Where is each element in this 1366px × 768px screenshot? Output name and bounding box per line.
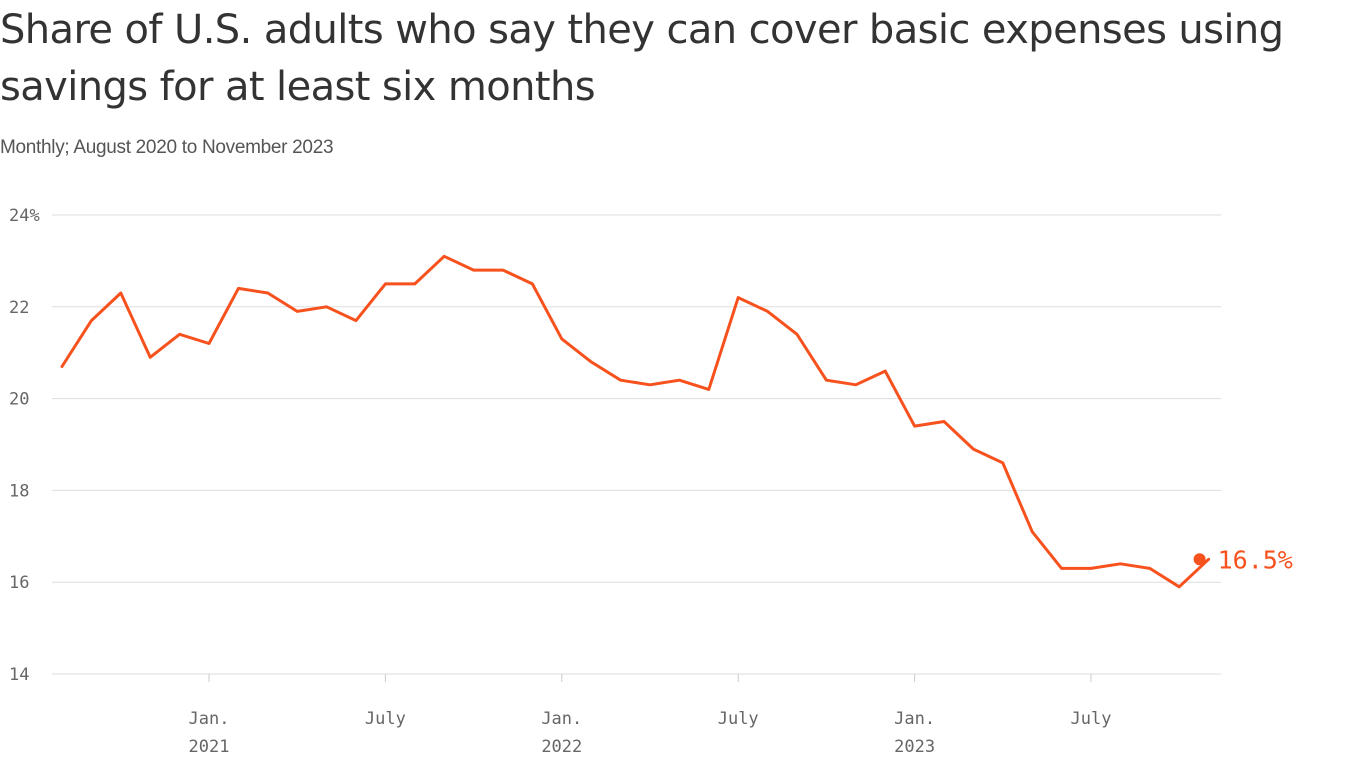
y-tick-label: 24% [9, 206, 40, 226]
x-tick-label: Jan. [189, 709, 230, 729]
x-tick-label: Jan. [541, 709, 582, 729]
y-tick-label: 16 [9, 573, 29, 593]
y-tick-label: 22 [9, 298, 29, 318]
x-tick-year-label: 2022 [541, 737, 582, 757]
x-tick-year-label: 2021 [189, 737, 230, 757]
series-line [60, 254, 1211, 589]
x-tick-label: July [718, 709, 759, 729]
x-axis-ticks: Jan. 2021 July Jan. 2022 July Jan. 2023 July [189, 674, 1112, 757]
end-value-label: 16.5% [1218, 545, 1293, 574]
end-point-marker [1193, 553, 1206, 566]
x-tick-year-label: 2023 [894, 737, 935, 757]
chart-subtitle: Monthly; August 2020 to November 2023 [0, 137, 334, 158]
x-tick-label: July [365, 709, 406, 729]
y-tick-label: 18 [9, 481, 29, 501]
chart-title: Share of U.S. adults who say they can co… [0, 7, 1284, 110]
y-tick-label: 14 [9, 665, 29, 685]
y-tick-label: 20 [9, 390, 29, 410]
x-tick-label: July [1071, 709, 1112, 729]
grid-lines [52, 214, 1221, 675]
x-tick-label: Jan. [894, 709, 935, 729]
y-axis-ticks: 24% 22 20 18 16 14 [9, 206, 40, 685]
series-layer: 16.5% [60, 254, 1293, 589]
